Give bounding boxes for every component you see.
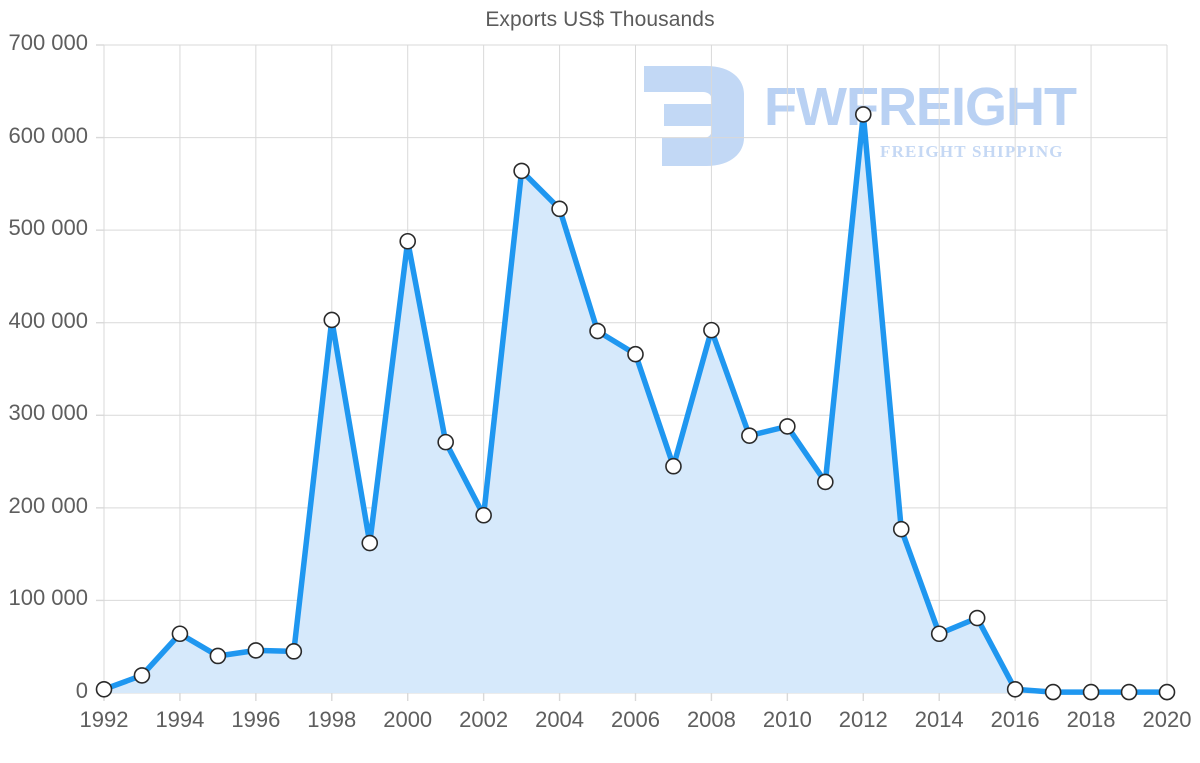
series-markers (95, 106, 1176, 701)
x-tick-label: 1992 (79, 707, 129, 732)
x-tick-label: 1996 (231, 707, 281, 732)
data-point-marker (133, 667, 151, 684)
data-point-marker (627, 345, 644, 363)
x-tick-label: 2004 (535, 707, 585, 732)
data-point-marker (703, 321, 720, 339)
data-point-marker (930, 625, 948, 643)
data-point-marker (779, 418, 796, 435)
data-point-marker (892, 520, 910, 538)
chart-title: Exports US$ Thousands (485, 8, 715, 31)
y-tick-label: 700 000 (8, 30, 88, 55)
data-point-marker (1082, 683, 1100, 701)
y-tick-label: 600 000 (8, 122, 88, 148)
y-tick-label: 400 000 (8, 307, 88, 333)
data-point-marker (854, 106, 872, 123)
x-tick-label: 2000 (383, 707, 433, 732)
data-point-marker (665, 457, 682, 475)
x-tick-label: 1998 (307, 707, 357, 732)
data-point-marker (1044, 683, 1062, 701)
x-tick-label: 2020 (1142, 707, 1192, 732)
y-tick-label: 0 (75, 678, 88, 703)
data-point-marker (589, 322, 606, 340)
data-point-marker (1158, 683, 1176, 701)
data-point-marker (399, 232, 417, 250)
data-point-marker (551, 200, 568, 218)
data-point-marker (1006, 680, 1024, 698)
data-point-marker (171, 625, 189, 643)
data-point-marker (513, 162, 530, 180)
y-tick-label: 500 000 (8, 215, 88, 241)
data-point-marker (475, 506, 492, 524)
y-tick-label: 100 000 (8, 585, 88, 611)
x-tick-label: 1994 (155, 707, 205, 732)
data-point-marker (817, 473, 834, 491)
data-point-marker (437, 433, 454, 451)
x-tick-label: 2008 (686, 707, 736, 732)
data-point-marker (323, 311, 341, 329)
y-tick-label: 300 000 (8, 400, 88, 426)
x-tick-label: 2012 (838, 707, 888, 732)
data-point-marker (285, 643, 303, 660)
y-tick-label: 200 000 (8, 492, 88, 518)
x-tick-label: 2006 (611, 707, 660, 732)
x-tick-label: 2010 (762, 707, 812, 732)
x-tick-marks (103, 693, 1168, 701)
x-tick-label: 2016 (990, 707, 1040, 732)
data-point-marker (741, 427, 758, 444)
data-point-marker (247, 642, 265, 659)
y-tick-marks (96, 44, 104, 694)
data-point-marker (209, 647, 227, 665)
x-tick-label: 2018 (1066, 707, 1116, 732)
x-tick-label: 2014 (914, 707, 964, 732)
x-tick-label: 2002 (459, 707, 509, 732)
data-point-marker (361, 534, 379, 552)
data-point-marker (968, 609, 986, 627)
data-point-marker (95, 680, 113, 698)
data-point-marker (1120, 683, 1138, 701)
